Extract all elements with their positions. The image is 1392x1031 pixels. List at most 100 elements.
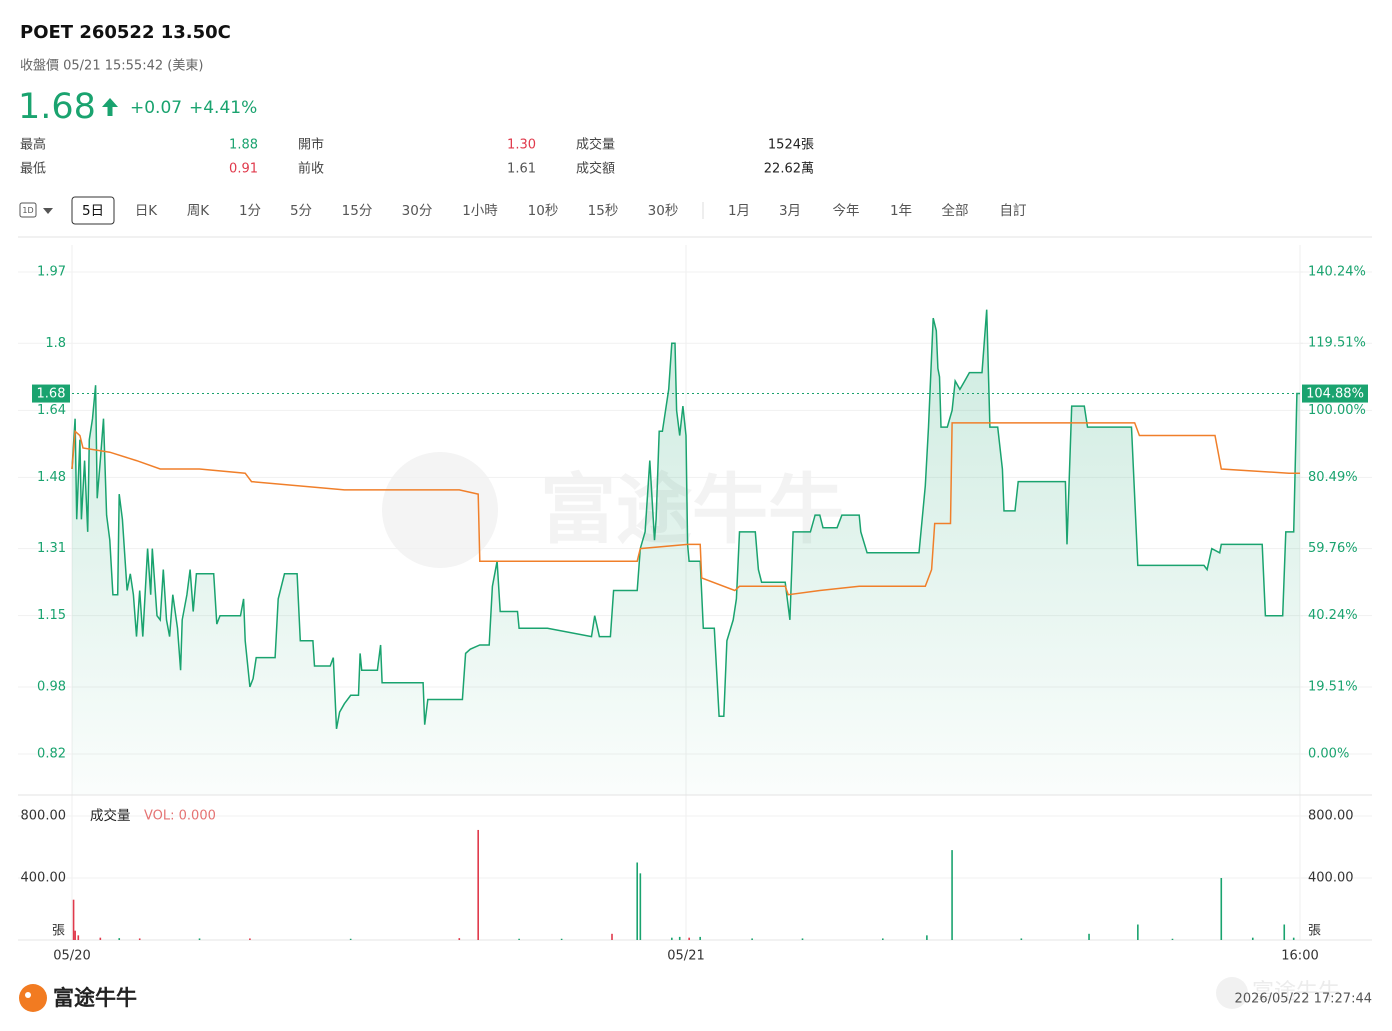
volume-bar bbox=[751, 938, 753, 940]
interval-icon-box bbox=[19, 202, 37, 218]
tab[interactable]: 日K bbox=[135, 203, 158, 219]
y-tick-label: 1.8 bbox=[45, 336, 66, 351]
y-tick-label: 1.48 bbox=[37, 470, 66, 485]
volume-bar bbox=[198, 938, 201, 940]
volume-bar bbox=[636, 862, 638, 940]
volume-bar bbox=[1171, 938, 1174, 940]
volume-bar bbox=[138, 938, 141, 940]
tab[interactable]: 1年 bbox=[890, 203, 912, 219]
change-pct: +4.41% bbox=[189, 98, 257, 118]
price: 1.68 bbox=[18, 87, 96, 127]
volume-bar bbox=[1220, 878, 1223, 940]
y2-tick-label: 140.24% bbox=[1308, 265, 1366, 280]
y-tick-label: 1.15 bbox=[37, 608, 66, 623]
subtitle: 收盤價 05/21 15:55:42 (美東) bbox=[20, 58, 203, 74]
volume-bar bbox=[518, 938, 520, 940]
y2-tick-label: 119.51% bbox=[1308, 336, 1366, 351]
dropdown-caret bbox=[43, 208, 53, 214]
stat-value: 1.88 bbox=[229, 138, 258, 153]
y-tick-label: 400.00 bbox=[21, 871, 67, 886]
volume-bar bbox=[688, 937, 690, 940]
logo-icon bbox=[19, 984, 47, 1012]
volume-bar bbox=[639, 873, 642, 940]
volume-bar bbox=[881, 938, 884, 940]
volume-bar bbox=[77, 935, 80, 940]
current-pct-box bbox=[1302, 384, 1368, 403]
watermark: 富途牛牛 bbox=[382, 452, 844, 568]
volume-bar bbox=[1283, 924, 1286, 940]
tab[interactable]: 10秒 bbox=[528, 203, 559, 219]
volume-bar bbox=[118, 938, 121, 940]
stat-label: 前收 bbox=[298, 161, 324, 177]
tab[interactable]: 自訂 bbox=[1000, 203, 1027, 219]
y2-tick-label: 400.00 bbox=[1308, 871, 1354, 886]
stat-value: 0.91 bbox=[229, 162, 258, 177]
volume-bar bbox=[1088, 933, 1090, 940]
volume-bar bbox=[611, 933, 613, 940]
volume-title: 成交量 bbox=[90, 807, 131, 824]
tab[interactable]: 5日 bbox=[82, 203, 104, 219]
y2-tick-label: 40.24% bbox=[1308, 608, 1358, 623]
tab[interactable]: 1小時 bbox=[462, 203, 498, 219]
tab[interactable]: 今年 bbox=[833, 203, 860, 219]
volume-bar bbox=[951, 850, 953, 940]
stat-label: 最低 bbox=[20, 162, 46, 177]
volume-bar bbox=[926, 935, 928, 940]
volume-bar bbox=[74, 930, 76, 940]
watermark-logo bbox=[382, 452, 498, 568]
logo-eye bbox=[25, 992, 31, 998]
y2-tick-label: 100.00% bbox=[1308, 403, 1366, 418]
y-tick-label: 800.00 bbox=[21, 809, 67, 824]
volume-bar bbox=[1020, 938, 1023, 940]
tab[interactable]: 5分 bbox=[290, 203, 312, 219]
line bbox=[71, 422, 1300, 596]
y-tick-label: 0.98 bbox=[37, 679, 66, 694]
tab[interactable]: 30秒 bbox=[648, 203, 679, 219]
timestamp: 2026/05/22 17:27:44 bbox=[1235, 992, 1372, 1007]
current-price-box bbox=[32, 384, 70, 403]
stat-value: 1.30 bbox=[507, 138, 536, 153]
tab[interactable]: 周K bbox=[187, 203, 210, 219]
tab[interactable]: 15秒 bbox=[588, 203, 619, 219]
volume-bar bbox=[1292, 937, 1295, 940]
y-tick-label: 1.31 bbox=[37, 541, 66, 556]
stat-label: 最高 bbox=[20, 137, 46, 153]
interval-icon: 1D bbox=[22, 206, 33, 215]
y2-tick-label: 80.49% bbox=[1308, 470, 1358, 485]
volume-bar bbox=[1137, 924, 1139, 940]
y2-tick-label: 0.00% bbox=[1308, 747, 1349, 762]
y2-tick-label: 19.51% bbox=[1308, 679, 1358, 694]
tab-selected-box bbox=[71, 196, 115, 225]
title: POET 260522 13.50C bbox=[20, 22, 231, 43]
volume-bar bbox=[678, 936, 681, 940]
current-price-label: 1.68 bbox=[37, 387, 66, 402]
stat-value: 1524張 bbox=[768, 138, 814, 153]
stat-label: 開市 bbox=[298, 137, 324, 153]
current-pct-label: 104.88% bbox=[1306, 387, 1364, 402]
volume-bar bbox=[1251, 937, 1254, 940]
x-tick-label: 05/20 bbox=[53, 949, 90, 964]
volume-bar bbox=[458, 938, 461, 940]
volume-indicator: VOL: 0.000 bbox=[144, 809, 216, 824]
watermark-logo-small bbox=[1216, 977, 1248, 1009]
tab[interactable]: 15分 bbox=[342, 203, 373, 219]
tab[interactable]: 1分 bbox=[239, 203, 261, 219]
volume-bar bbox=[671, 937, 673, 940]
change: +0.07 bbox=[130, 98, 182, 118]
volume-bar bbox=[72, 899, 75, 940]
y-tick-label: 1.64 bbox=[37, 403, 66, 418]
stat-value: 22.62萬 bbox=[764, 162, 814, 177]
tab[interactable]: 1月 bbox=[728, 203, 750, 219]
tab[interactable]: 全部 bbox=[942, 202, 969, 219]
tab[interactable]: 30分 bbox=[402, 203, 433, 219]
x-tick-label: 16:00 bbox=[1281, 949, 1318, 964]
tab[interactable]: 3月 bbox=[779, 203, 801, 219]
unit-label: 張 bbox=[1308, 924, 1321, 939]
volume-bar bbox=[801, 938, 804, 940]
volume-bar bbox=[249, 938, 251, 940]
up-arrow bbox=[102, 98, 118, 116]
y-tick-label: 0.82 bbox=[37, 747, 66, 762]
stat-value: 1.61 bbox=[507, 162, 536, 177]
brand: 富途牛牛 bbox=[53, 986, 137, 1010]
